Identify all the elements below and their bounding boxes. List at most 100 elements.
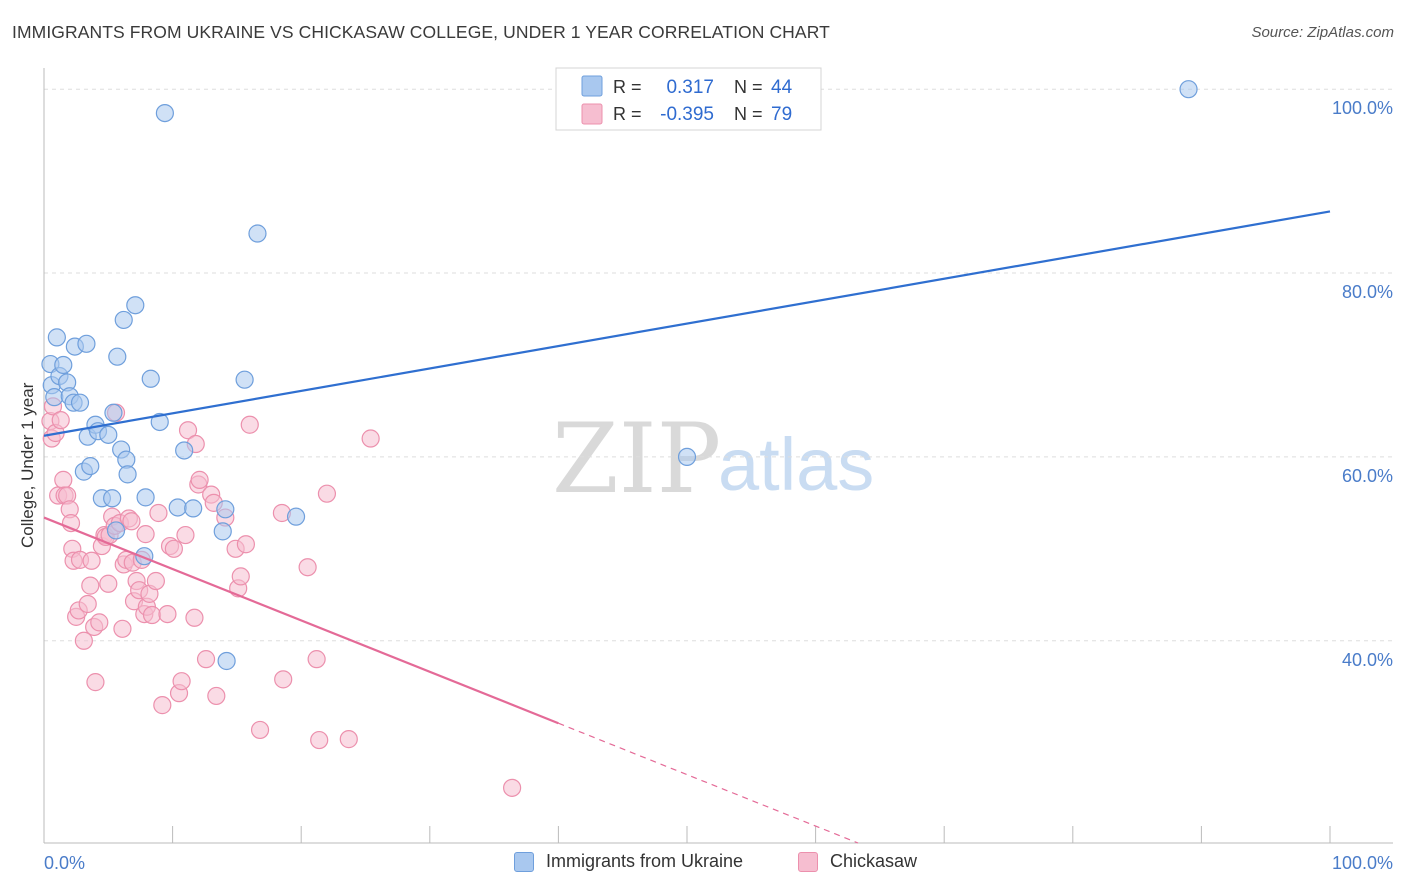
y-tick-label-100: 100.0%	[1332, 98, 1393, 118]
chickasaw-point-21	[86, 673, 105, 692]
legend-r-label-1: R =	[613, 77, 642, 97]
chickasaw-point-57	[185, 608, 204, 627]
chickasaw-point-43	[136, 525, 155, 544]
chickasaw-points	[41, 397, 522, 797]
ukraine-trend-line	[43, 210, 1331, 437]
chickasaw-point-73	[274, 670, 293, 689]
chickasaw-point-16	[74, 631, 93, 650]
chickasaw-point-75	[307, 650, 326, 669]
legend-n-value-2: 79	[771, 104, 792, 125]
ukraine-point-42	[677, 447, 697, 467]
y-tick-label-60: 60.0%	[1342, 466, 1393, 486]
legend-swatch-ukraine	[581, 75, 603, 97]
chickasaw-point-76	[310, 730, 329, 750]
chickasaw-point-60	[190, 470, 209, 489]
chickasaw-point-68	[231, 567, 250, 586]
axes	[43, 68, 1393, 844]
chickasaw-point-26	[99, 574, 118, 593]
ukraine-point-24	[114, 310, 133, 330]
ukraine-point-19	[103, 489, 122, 508]
chickasaw-point-56	[178, 421, 198, 440]
chickasaw-point-77	[317, 484, 337, 503]
chickasaw-point-74	[298, 558, 317, 577]
ukraine-point-37	[216, 500, 235, 519]
ukraine-point-14	[81, 456, 100, 476]
chickasaw-point-78	[339, 730, 358, 749]
chickasaw-point-6	[54, 470, 73, 489]
chickasaw-point-79	[361, 429, 380, 448]
ukraine-point-31	[150, 412, 169, 432]
legend-swatch-chickasaw-bottom	[798, 851, 818, 872]
ukraine-point-36	[213, 522, 232, 541]
legend-label-chickasaw: Chickasaw	[830, 851, 918, 871]
ukraine-point-26	[118, 465, 137, 484]
chickasaw-point-71	[250, 720, 270, 740]
ukraine-point-30	[141, 369, 160, 388]
ukraine-point-35	[184, 499, 203, 518]
legend-n-label-1: N =	[734, 77, 763, 97]
chickasaw-point-80	[503, 778, 522, 797]
trend-lines	[43, 210, 1331, 844]
chickasaw-point-48	[149, 503, 168, 523]
ukraine-point-29	[136, 488, 155, 507]
legend-item-ukraine: Immigrants from Ukraine	[514, 851, 743, 872]
chickasaw-point-52	[164, 539, 183, 558]
ukraine-point-22	[108, 347, 127, 366]
chickasaw-point-18	[81, 576, 100, 595]
x-tick-label-0: 0.0%	[44, 853, 85, 873]
ukraine-point-41	[286, 507, 306, 526]
y-tick-label-80: 80.0%	[1342, 282, 1393, 302]
ukraine-point-12	[77, 334, 96, 353]
ukraine-point-39	[235, 370, 254, 389]
ukraine-point-32	[155, 103, 174, 123]
legend-n-label-2: N =	[734, 104, 763, 124]
chickasaw-point-47	[146, 571, 165, 591]
chickasaw-point-22	[90, 613, 109, 632]
ukraine-point-20	[104, 403, 123, 422]
chickasaw-point-17	[78, 594, 97, 614]
chickasaw-point-61	[196, 650, 216, 669]
y-axis-label: College, Under 1 year	[18, 382, 37, 548]
y-tick-labels: 40.0% 60.0% 80.0% 100.0%	[1332, 98, 1393, 670]
chickasaw-point-55	[176, 525, 195, 545]
chickasaw-point-49	[153, 696, 172, 715]
legend-n-value-1: 44	[771, 77, 793, 98]
ukraine-point-27	[126, 296, 145, 315]
ukraine-point-18	[99, 425, 118, 444]
legend-swatch-chickasaw	[581, 103, 603, 125]
chickasaw-point-64	[207, 686, 226, 706]
chickasaw-point-32	[113, 619, 132, 638]
ukraine-points	[41, 80, 1198, 671]
chickasaw-point-50	[158, 604, 177, 624]
y-tick-label-40: 40.0%	[1342, 650, 1393, 670]
legend-swatch-ukraine-bottom	[514, 851, 534, 872]
ukraine-point-40	[248, 224, 267, 243]
ukraine-point-5	[54, 355, 73, 375]
chickasaw-point-46	[142, 605, 162, 625]
ukraine-point-3	[47, 328, 66, 347]
legend-r-label-2: R =	[613, 104, 642, 124]
legend-item-chickasaw: Chickasaw	[798, 851, 917, 872]
ukraine-point-10	[70, 393, 90, 412]
watermark-atlas: atlas	[718, 423, 874, 506]
stats-legend: R = 0.317 N = 44 R = -0.395 N = 79	[555, 67, 822, 131]
chickasaw-trend-line	[43, 516, 559, 725]
ukraine-point-33	[168, 498, 187, 517]
chart-title: IMMIGRANTS FROM UKRAINE VS CHICKASAW COL…	[12, 22, 830, 42]
chickasaw-trend-line-extrapolated	[558, 722, 859, 844]
ukraine-point-43	[1179, 80, 1198, 99]
chickasaw-point-69	[236, 535, 256, 554]
legend-r-value-1: 0.317	[666, 77, 714, 98]
grid-lines	[44, 88, 1393, 642]
legend-r-value-2: -0.395	[660, 104, 714, 125]
bottom-legend: Immigrants from Ukraine Chickasaw	[0, 851, 1406, 879]
chickasaw-point-19	[82, 551, 101, 570]
legend-label-ukraine: Immigrants from Ukraine	[546, 851, 744, 871]
chickasaw-point-70	[240, 415, 259, 434]
chickasaw-point-54	[172, 672, 191, 691]
ukraine-point-21	[106, 521, 126, 540]
x-tick-label-1: 100.0%	[1332, 853, 1393, 873]
ukraine-point-2	[45, 388, 64, 407]
source-credit: Source: ZipAtlas.com	[1251, 24, 1394, 41]
